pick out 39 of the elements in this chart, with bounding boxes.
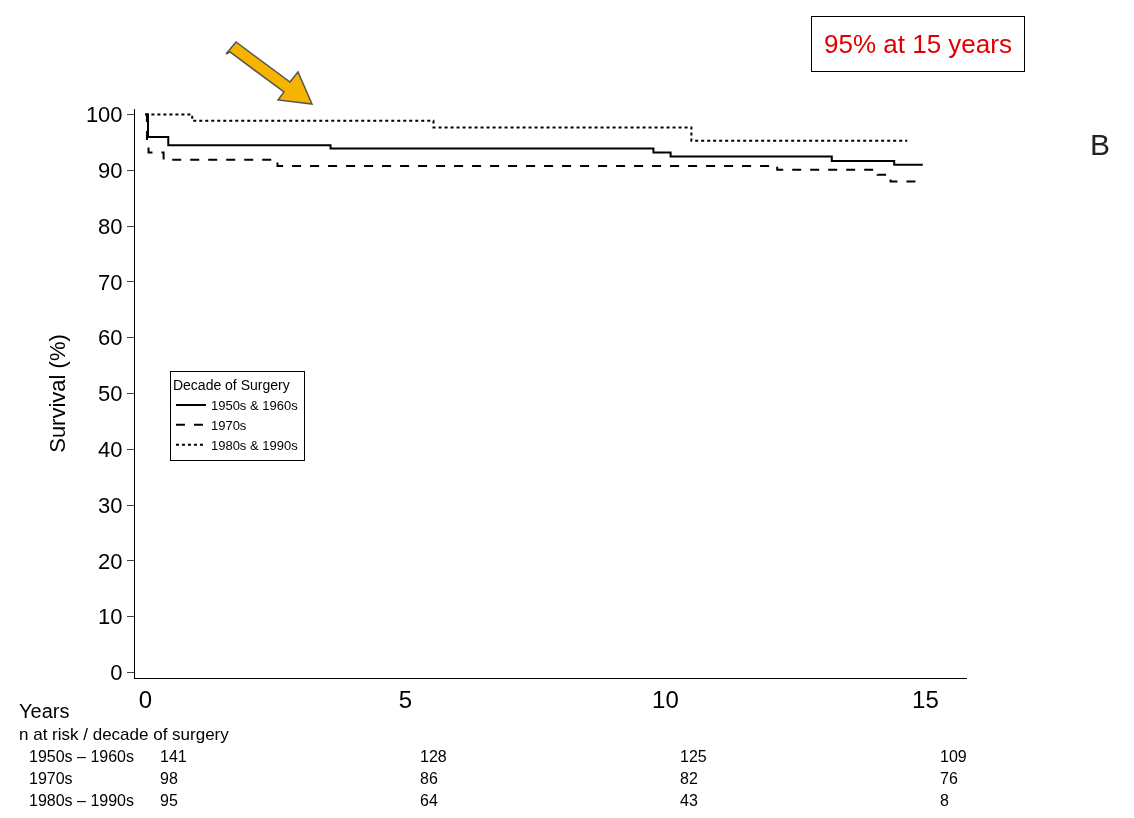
- y-tick-label: 50: [98, 381, 123, 407]
- y-tick-label: 0: [110, 660, 123, 686]
- text: 98: [160, 770, 178, 787]
- text: 1980s – 1990s: [29, 792, 134, 809]
- text: 43: [680, 792, 698, 809]
- text: 141: [160, 748, 187, 765]
- legend-label: 1970s: [210, 417, 247, 433]
- x-tick-label: 0: [138, 685, 153, 713]
- legend-label: 1950s & 1960s: [210, 397, 299, 413]
- y-axis-title: Survival (%): [44, 334, 70, 453]
- text: 86: [420, 770, 438, 787]
- legend-label: 1980s & 1990s: [210, 437, 299, 453]
- text: 76: [940, 770, 958, 787]
- text: 8: [940, 792, 949, 809]
- text: 128: [420, 748, 447, 765]
- y-tick-label: 30: [98, 492, 123, 518]
- y-tick-label: 40: [98, 436, 123, 462]
- y-tick-label: 90: [98, 158, 123, 184]
- text: 95% at 15 years: [824, 29, 1012, 59]
- text: 64: [420, 792, 438, 809]
- text: 95: [160, 792, 178, 809]
- x-axis-title: Years: [19, 700, 70, 722]
- x-tick-label: 10: [652, 685, 679, 713]
- y-tick-label: 10: [98, 604, 123, 630]
- y-tick-label: 80: [98, 213, 123, 239]
- y-tick-label: 20: [98, 548, 123, 574]
- text: 125: [680, 748, 707, 765]
- x-tick-label: 15: [912, 685, 939, 713]
- text: B: [1090, 128, 1111, 161]
- text: 109: [940, 748, 967, 765]
- legend-title: Decade of Surgery: [172, 376, 290, 393]
- x-tick-label: 5: [398, 685, 413, 713]
- y-tick-label: 100: [85, 102, 123, 128]
- text: 1950s – 1960s: [29, 748, 134, 765]
- y-tick-label: 70: [98, 269, 123, 295]
- text: 1970s: [29, 770, 73, 787]
- text: n at risk / decade of surgery: [19, 725, 230, 744]
- y-tick-label: 60: [98, 325, 123, 351]
- text: 82: [680, 770, 698, 787]
